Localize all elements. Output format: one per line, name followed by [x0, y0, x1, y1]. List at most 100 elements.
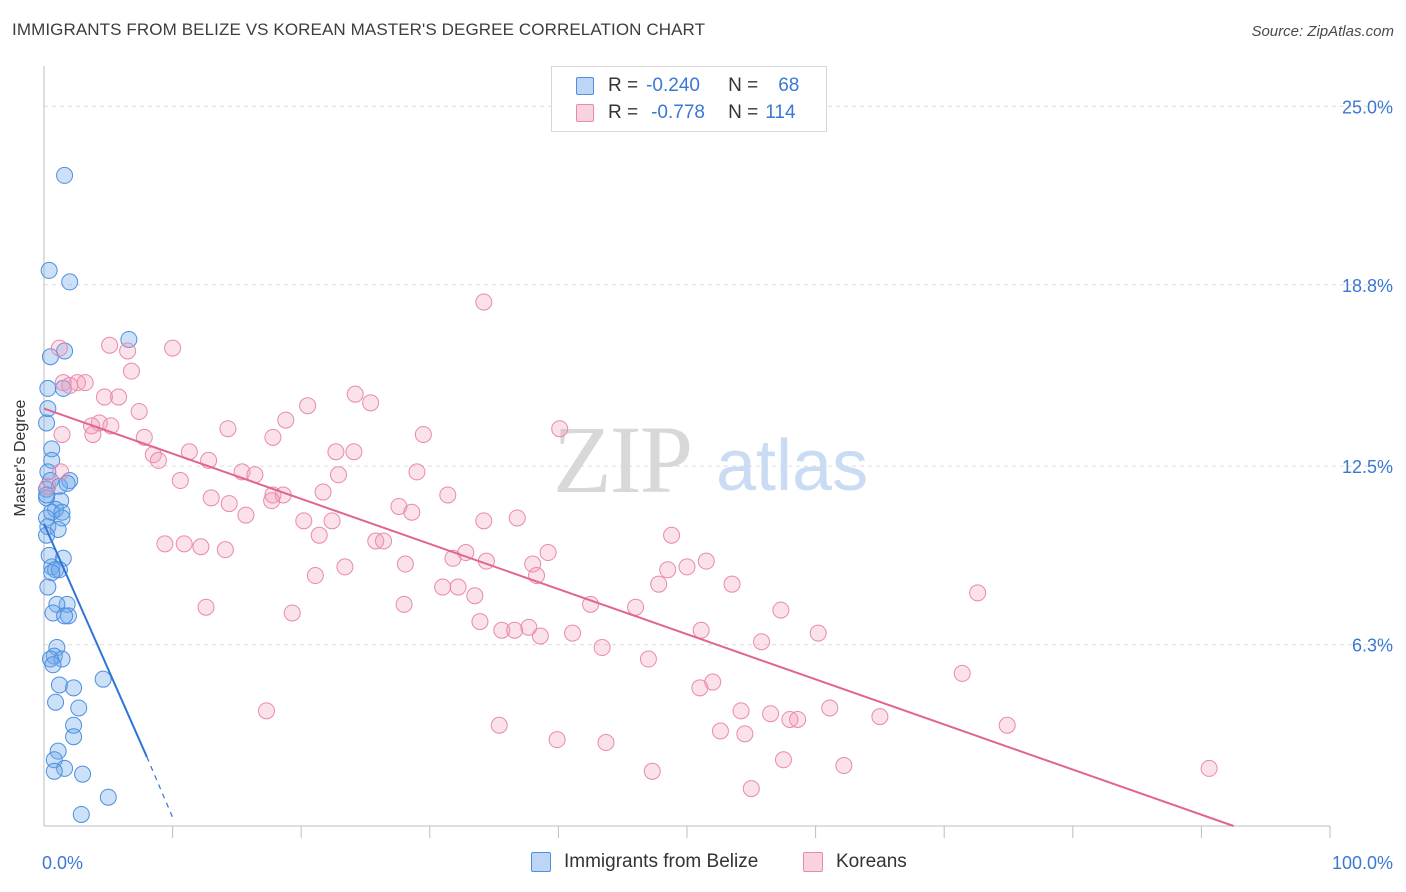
legend-swatch-belize — [576, 77, 594, 95]
point-korean — [1200, 759, 1218, 777]
point-korean — [871, 708, 889, 726]
point-korean — [697, 552, 715, 570]
point-korean — [52, 463, 70, 481]
point-korean — [493, 621, 511, 639]
point-korean — [39, 477, 57, 495]
legend-n-label: N = — [728, 75, 759, 96]
point-korean — [774, 751, 792, 769]
trend-layer — [43, 407, 1234, 827]
point-belize — [53, 650, 71, 668]
point-belize — [38, 480, 56, 498]
point-korean — [336, 558, 354, 576]
point-belize — [38, 486, 56, 504]
point-belize — [43, 564, 61, 582]
x-tick-label: 100.0% — [1332, 853, 1393, 873]
point-korean — [639, 650, 657, 668]
point-korean — [220, 495, 238, 513]
point-korean — [192, 538, 210, 556]
point-korean — [257, 702, 275, 720]
point-korean — [329, 466, 347, 484]
point-korean — [627, 598, 645, 616]
source-label: Source: ZipAtlas.com — [1251, 23, 1394, 40]
point-korean — [101, 336, 119, 354]
point-korean — [508, 509, 526, 527]
point-korean — [520, 618, 538, 636]
series-label-belize: Immigrants from Belize — [564, 851, 759, 872]
point-belize — [56, 607, 74, 625]
point-korean — [692, 621, 710, 639]
point-korean — [789, 710, 807, 728]
point-korean — [53, 425, 71, 443]
point-korean — [216, 541, 234, 559]
point-belize — [53, 503, 71, 521]
point-belize — [74, 765, 92, 783]
point-korean — [314, 483, 332, 501]
point-korean — [197, 598, 215, 616]
point-korean — [953, 664, 971, 682]
point-korean — [659, 561, 677, 579]
point-belize — [44, 656, 62, 674]
point-korean — [835, 757, 853, 775]
point-korean — [362, 394, 380, 412]
watermark-zip: ZIP — [553, 406, 691, 513]
x-tick-label: 0.0% — [42, 853, 83, 873]
point-korean — [723, 575, 741, 593]
point-belize — [39, 578, 57, 596]
legend-r-label: R = — [608, 75, 639, 96]
tick-label-layer: 6.3% 12.5% 18.8% 25.0% 0.0% 100.0% — [42, 97, 1393, 873]
point-korean — [821, 699, 839, 717]
point-korean — [762, 705, 780, 723]
watermark: ZIP atlas — [553, 406, 868, 513]
legend-r-label: R = — [608, 102, 639, 123]
point-korean — [772, 601, 790, 619]
point-korean — [164, 339, 182, 357]
point-korean — [490, 716, 508, 734]
point-korean — [277, 411, 295, 429]
watermark-atlas: atlas — [716, 426, 868, 506]
point-belize — [61, 273, 79, 291]
point-korean — [475, 512, 493, 530]
point-korean — [742, 780, 760, 798]
point-belize — [40, 261, 58, 279]
chart-title: IMMIGRANTS FROM BELIZE VS KOREAN MASTER'… — [12, 20, 706, 39]
point-belize — [47, 693, 65, 711]
point-korean — [345, 443, 363, 461]
points-layer — [38, 166, 1218, 823]
point-korean — [283, 604, 301, 622]
legend-n-label: N = — [728, 102, 759, 123]
point-belize — [99, 788, 117, 806]
point-korean — [310, 526, 328, 544]
series-legend-koreans: Koreans — [803, 851, 907, 873]
point-korean — [564, 624, 582, 642]
point-korean — [375, 532, 393, 550]
point-korean — [130, 402, 148, 420]
point-korean — [84, 425, 102, 443]
point-korean — [711, 722, 729, 740]
point-korean — [691, 679, 709, 697]
point-korean — [597, 734, 615, 752]
point-belize — [61, 472, 79, 490]
point-korean — [439, 486, 457, 504]
point-korean — [531, 627, 549, 645]
point-belize — [56, 759, 74, 777]
point-korean — [263, 492, 281, 510]
point-belize — [38, 509, 56, 527]
point-korean — [809, 624, 827, 642]
point-korean — [582, 595, 600, 613]
point-korean — [396, 555, 414, 573]
legend-swatch-koreans — [576, 104, 594, 122]
point-korean — [61, 377, 79, 395]
series-legend-belize: Immigrants from Belize — [531, 851, 758, 873]
point-korean — [156, 535, 174, 553]
legend-r-value: -0.240 — [646, 75, 700, 96]
y-tick-label: 6.3% — [1352, 636, 1393, 656]
trendline-koreans — [43, 407, 1234, 827]
point-belize — [65, 679, 83, 697]
point-korean — [264, 428, 282, 446]
point-korean — [149, 451, 167, 469]
legend-r-value: -0.778 — [651, 102, 705, 123]
series-legend: Immigrants from Belize Koreans — [0, 851, 1406, 877]
point-korean — [753, 633, 771, 651]
legend-row-koreans: R = -0.778 N = 114 — [576, 100, 796, 126]
